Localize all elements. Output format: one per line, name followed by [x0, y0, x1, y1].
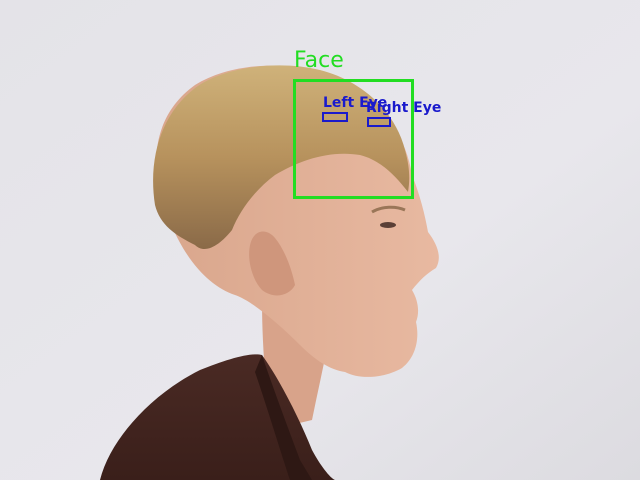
face-bounding-box: [293, 79, 414, 199]
hair: [153, 65, 410, 250]
right-eye-bounding-box: [367, 117, 391, 127]
ear: [249, 231, 295, 296]
left-eye-bounding-box: [322, 112, 348, 122]
right-eye-label: Right Eye: [366, 100, 442, 116]
eye: [380, 222, 396, 228]
shirt: [100, 354, 335, 480]
shirt-collar: [255, 355, 312, 480]
left-eye-label: Left Eye: [323, 95, 388, 111]
eyebrow: [371, 205, 406, 214]
face-label: Face: [294, 48, 344, 73]
